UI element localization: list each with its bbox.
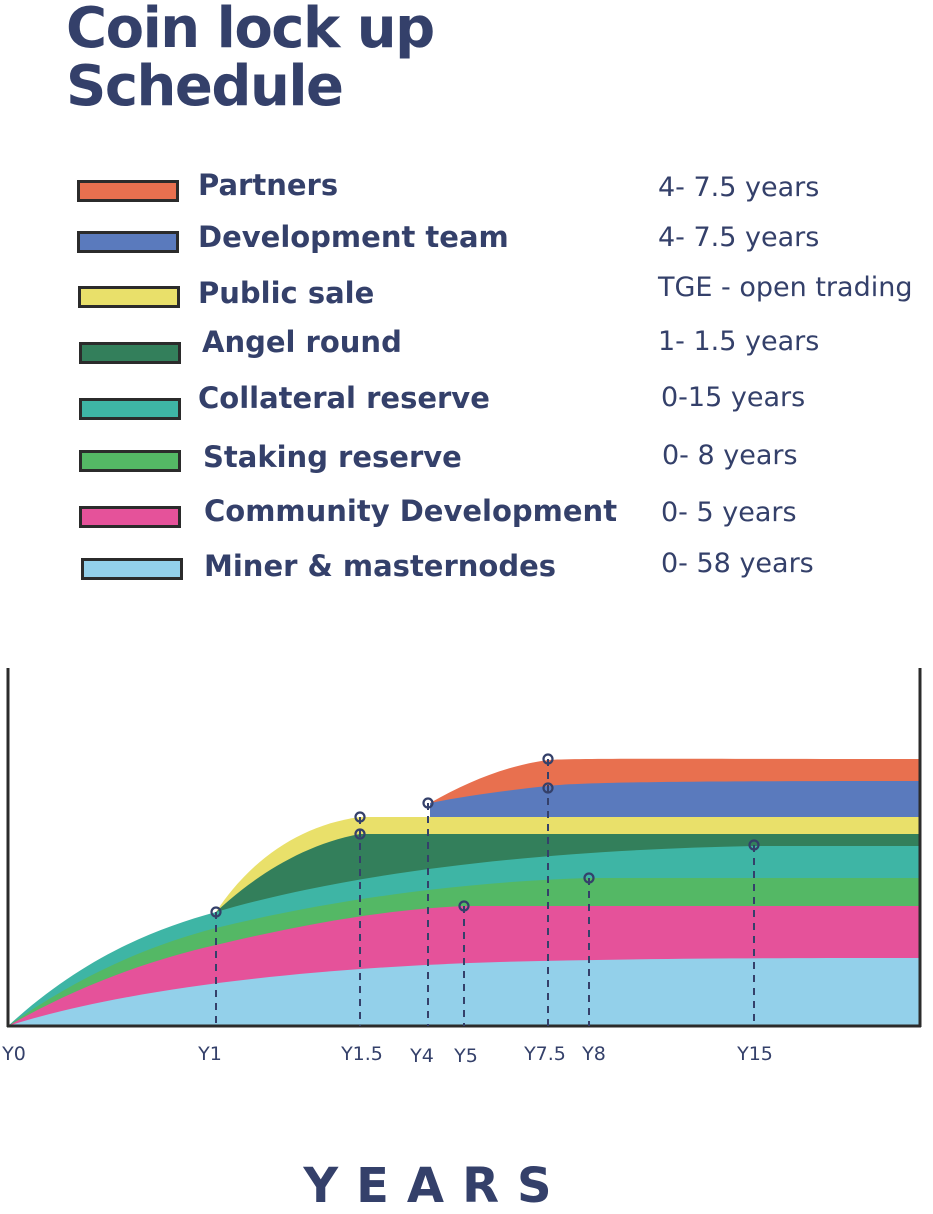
title-line-1: Coin lock up: [66, 0, 435, 61]
legend-swatch-community: [79, 506, 181, 528]
legend-swatch-staking: [79, 450, 181, 472]
marker-point: [583, 872, 595, 884]
legend-swatch-partners: [77, 180, 179, 202]
x-tick-label: Y4: [409, 1045, 434, 1067]
x-tick-label: Y0: [1, 1043, 26, 1065]
marker-point: [210, 906, 222, 918]
legend-label-partners: Partners: [198, 168, 339, 202]
x-tick-label: Y1: [197, 1043, 222, 1065]
legend-duration-public-sale: TGE - open trading: [658, 272, 913, 303]
marker-point: [542, 782, 554, 794]
legend-label-collateral: Collateral reserve: [198, 381, 490, 415]
title-line-2: Schedule: [66, 54, 344, 119]
legend-label-staking: Staking reserve: [203, 440, 462, 474]
area-miner-masternodes: [8, 958, 920, 1026]
x-axis-title: YEARS: [303, 1158, 570, 1214]
legend-swatch-angel-round: [79, 342, 181, 364]
legend-swatch-miner: [81, 558, 183, 580]
legend-duration-angel-round: 1- 1.5 years: [658, 326, 820, 357]
legend-label-miner: Miner & masternodes: [204, 549, 557, 583]
x-tick-label: Y1.5: [340, 1043, 383, 1065]
legend-swatch-collateral: [79, 398, 181, 420]
marker-point: [748, 839, 760, 851]
legend-duration-miner: 0- 58 years: [661, 548, 814, 579]
legend-label-public-sale: Public sale: [198, 276, 375, 310]
legend-label-dev-team: Development team: [198, 220, 509, 254]
marker-point: [422, 797, 434, 809]
legend-label-angel-round: Angel round: [202, 325, 402, 359]
legend-duration-partners: 4- 7.5 years: [658, 172, 820, 203]
x-tick-label: Y7.5: [523, 1043, 566, 1065]
x-tick-label: Y5: [453, 1045, 478, 1067]
legend-duration-collateral: 0-15 years: [661, 382, 806, 413]
legend-label-community: Community Development: [204, 494, 618, 528]
marker-point: [458, 900, 470, 912]
marker-point: [542, 753, 554, 765]
legend-swatch-public-sale: [78, 286, 180, 308]
x-tick-label: Y8: [581, 1043, 606, 1065]
lockup-chart: Y0 Y1 Y1.5 Y4 Y5 Y7.5 Y8 Y15: [1, 668, 922, 1067]
legend: Partners 4- 7.5 years Development team 4…: [0, 0, 933, 600]
legend-swatch-dev-team: [77, 231, 179, 253]
legend-duration-staking: 0- 8 years: [662, 440, 798, 471]
chart-title: Coin lock up Schedule: [66, 0, 435, 119]
legend-duration-dev-team: 4- 7.5 years: [658, 222, 820, 253]
marker-point: [354, 828, 366, 840]
x-tick-label: Y15: [736, 1043, 773, 1065]
marker-point: [354, 811, 366, 823]
legend-duration-community: 0- 5 years: [661, 497, 797, 528]
